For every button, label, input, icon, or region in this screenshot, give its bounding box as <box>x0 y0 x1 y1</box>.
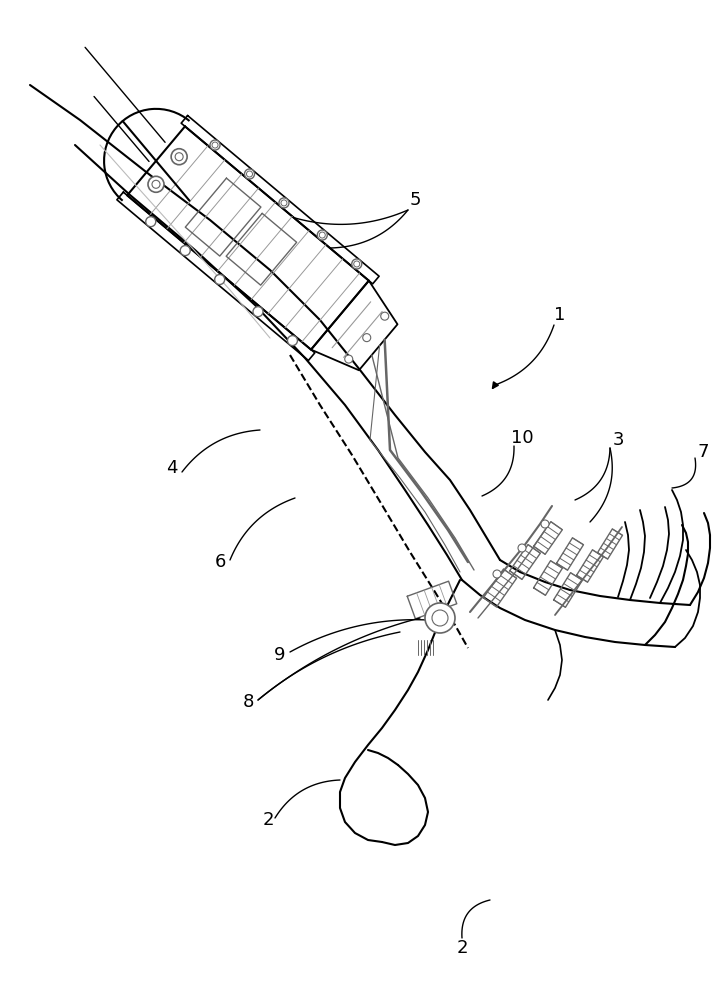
Circle shape <box>148 176 164 192</box>
Circle shape <box>244 169 254 179</box>
Circle shape <box>214 275 225 285</box>
Text: 4: 4 <box>166 459 177 477</box>
Text: 9: 9 <box>274 646 286 664</box>
Circle shape <box>493 570 501 578</box>
Text: 6: 6 <box>214 553 225 571</box>
Circle shape <box>518 544 526 552</box>
Circle shape <box>317 230 327 240</box>
Circle shape <box>345 355 353 363</box>
Circle shape <box>279 198 289 208</box>
Text: 1: 1 <box>554 306 566 324</box>
Text: 2: 2 <box>262 811 274 829</box>
Circle shape <box>381 312 389 320</box>
Text: 7: 7 <box>697 443 709 461</box>
Text: 5: 5 <box>409 191 421 209</box>
Circle shape <box>363 334 371 342</box>
Circle shape <box>425 603 455 633</box>
Circle shape <box>287 336 297 346</box>
Text: 2: 2 <box>457 939 467 957</box>
Circle shape <box>541 520 549 528</box>
Circle shape <box>253 307 263 317</box>
Text: 8: 8 <box>242 693 254 711</box>
Circle shape <box>210 140 220 150</box>
Circle shape <box>180 246 190 256</box>
Circle shape <box>145 217 156 227</box>
Text: 10: 10 <box>510 429 534 447</box>
Circle shape <box>352 259 362 269</box>
Circle shape <box>171 149 187 165</box>
Text: 3: 3 <box>612 431 624 449</box>
